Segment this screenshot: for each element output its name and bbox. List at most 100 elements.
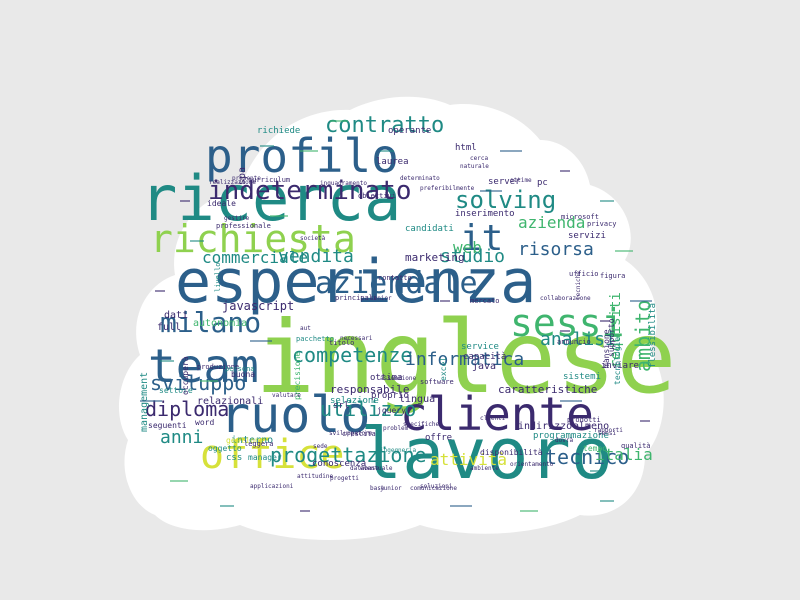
cloud-word: specifiche — [403, 421, 440, 428]
cloud-word: ingegneria — [380, 447, 417, 454]
cloud-word: comunicazione — [410, 485, 457, 492]
cloud-word: tempo — [583, 444, 607, 453]
cloud-word: supporto — [607, 318, 616, 357]
filler-mark — [600, 320, 610, 322]
filler-mark — [200, 380, 218, 382]
cloud-word: mercato — [470, 297, 500, 305]
cloud-word: tecnico — [545, 445, 629, 469]
cloud-word: inviare — [601, 361, 639, 371]
cloud-word: gestire — [224, 215, 250, 222]
cloud-word: ottime — [510, 177, 532, 184]
cloud-word: annuncio — [557, 338, 591, 346]
cloud-word: spa — [237, 167, 248, 185]
cloud-word: database — [350, 465, 379, 472]
filler-mark — [380, 150, 394, 152]
cloud-word: soluzioni — [420, 483, 453, 490]
filler-mark — [250, 340, 272, 342]
cloud-word: sistemi — [563, 372, 601, 382]
cloud-word: pacchetto — [296, 335, 334, 343]
cloud-word: base — [370, 485, 385, 492]
cloud-word: excel — [439, 357, 448, 381]
cloud-word: obiettivi — [358, 192, 396, 200]
filler-mark — [640, 420, 650, 422]
cloud-word: società — [300, 235, 326, 242]
cloud-word: jquery — [377, 406, 406, 415]
cloud-word: server — [488, 177, 521, 187]
cloud-shape — [118, 96, 664, 541]
cloud-word: leggera — [244, 440, 274, 448]
cloud-word: occuperà — [181, 356, 190, 395]
cloud-word: naturale — [460, 163, 489, 170]
cloud-word: vendita — [278, 246, 354, 267]
filler-mark — [160, 360, 174, 362]
cloud-word: cliente — [400, 387, 594, 441]
cloud-word: azienda — [518, 213, 585, 232]
cloud-word: laurea — [376, 157, 409, 167]
filler-mark — [180, 200, 190, 202]
cloud-word: ideale — [207, 199, 236, 208]
cloud-word: assunzione — [380, 375, 417, 382]
cloud-word: tecniche — [575, 271, 582, 300]
filler-mark — [300, 150, 318, 152]
cloud-word: qualità — [621, 442, 651, 450]
cloud-word: dovrà — [555, 437, 573, 444]
cloud-word: ottima — [370, 373, 403, 383]
cloud-word: java — [472, 361, 496, 372]
cloud-word: seguenti — [148, 421, 187, 430]
cloud-word: precisione — [293, 352, 302, 400]
cloud-word: offre — [425, 433, 452, 443]
cloud-word: collaborazione — [540, 295, 591, 302]
cloud-word: solving — [455, 186, 556, 214]
filler-mark — [440, 300, 450, 302]
cloud-word: sede — [313, 443, 328, 450]
cloud-word: oggetto — [208, 444, 242, 453]
cloud-word: contatto — [378, 274, 412, 282]
cloud-word: inserimento — [455, 209, 515, 219]
cloud-word: microsoft — [561, 213, 599, 221]
cloud-word: richiede — [257, 126, 300, 136]
cloud-word: persona — [225, 365, 255, 373]
cloud-word: team — [148, 339, 259, 393]
cloud-word: senior — [370, 295, 392, 302]
filler-mark — [300, 510, 310, 512]
cloud-word: sviluppatore — [329, 430, 373, 437]
cloud-word: clienti — [480, 415, 506, 422]
filler-mark — [600, 200, 614, 202]
cloud-word: conoscenza — [312, 459, 366, 469]
cloud-word: ufficio — [569, 270, 599, 278]
cloud-word: indeterminato — [208, 176, 412, 206]
cloud-word: ricerca — [140, 162, 401, 235]
cloud-word: caratteristiche — [498, 383, 597, 396]
cloud-word: software — [420, 378, 454, 386]
cloud-word: problem — [383, 425, 409, 432]
cloud-word: interno — [231, 435, 273, 446]
filler-mark — [170, 480, 188, 482]
cloud-word: javascript — [222, 299, 294, 313]
cloud-word: aut — [300, 325, 311, 332]
filler-mark — [140, 400, 162, 402]
cloud-word: disponibilità — [480, 448, 543, 457]
cloud-word: contratto — [325, 113, 444, 138]
filler-mark — [260, 145, 274, 147]
filler-mark — [560, 330, 570, 332]
cloud-word: dati — [164, 310, 188, 321]
cloud-word: applicazioni — [250, 483, 294, 490]
cloud-word: profilo — [205, 129, 399, 183]
cloud-word: gestione — [226, 436, 265, 445]
cloud-word: operante — [388, 126, 431, 136]
cloud-word: curriculum — [248, 176, 290, 184]
filler-mark — [330, 120, 348, 122]
cloud-word: candidati — [405, 224, 454, 234]
cloud-word: commerciale — [202, 248, 308, 267]
cloud-word: capacità — [463, 352, 506, 362]
cloud-word: css — [226, 453, 242, 463]
cloud-word: esperienza — [175, 247, 536, 317]
filler-mark — [480, 190, 502, 192]
cloud-word: anni — [160, 427, 203, 448]
cloud-word: indirizzo — [518, 421, 572, 432]
cloud-word: utilizzo — [320, 397, 416, 421]
cloud-word: realizzazione — [209, 179, 256, 186]
cloud-word: professionale — [216, 222, 271, 230]
